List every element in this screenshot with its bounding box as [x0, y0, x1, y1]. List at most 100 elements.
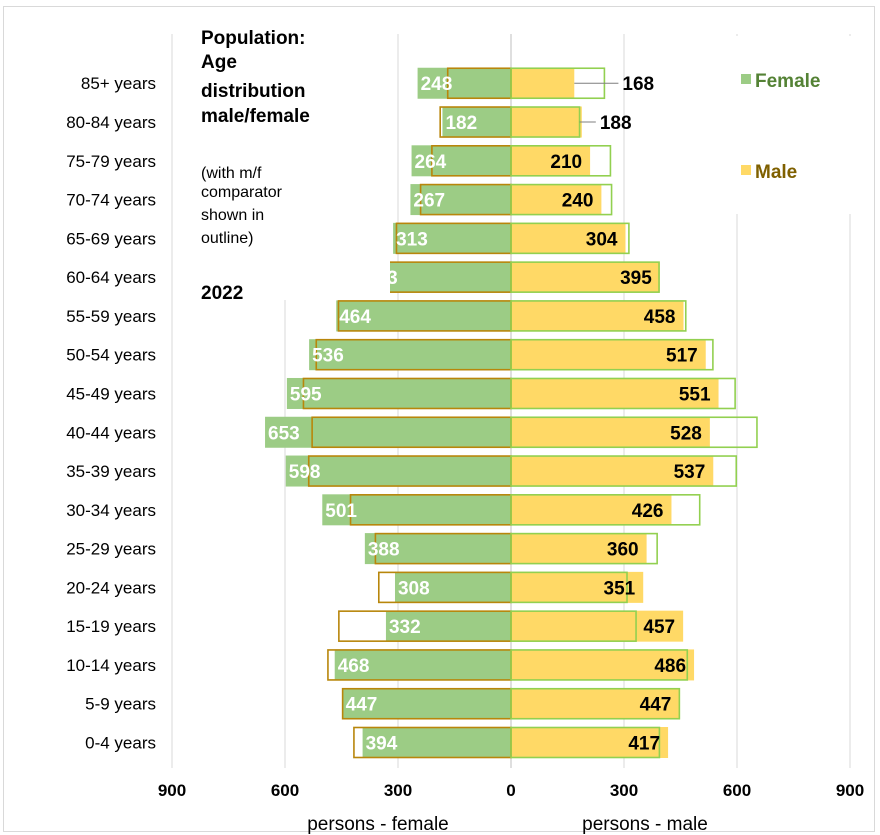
male-bar [511, 416, 710, 448]
female-bar [394, 571, 511, 603]
x-tick-label: 600 [723, 781, 751, 800]
female-comparator-outline [510, 687, 681, 720]
male-data-label: 486 [654, 656, 686, 677]
female-data-label: 313 [396, 229, 428, 250]
male-data-label: 360 [607, 540, 639, 561]
female-data-label: 598 [289, 462, 321, 483]
female-data-label: 388 [368, 540, 400, 561]
male-bar [511, 67, 575, 99]
female-bar [342, 688, 511, 720]
female-comparator-outline [510, 338, 714, 371]
female-data-label: 447 [346, 695, 378, 716]
x-tick-label: 900 [836, 781, 864, 800]
male-data-label: 551 [679, 384, 711, 405]
male-data-label: 210 [550, 152, 582, 173]
x-tick-label: 900 [158, 781, 186, 800]
category-label: 15-19 years [66, 617, 156, 636]
chart-title-line-3: distribution [201, 81, 305, 102]
female-bar [442, 106, 511, 138]
chart-title-line-4: male/female [201, 106, 310, 127]
category-label: 5-9 years [85, 695, 156, 714]
female-bar [265, 416, 511, 448]
male-bar [511, 533, 647, 565]
female-bar [364, 533, 511, 565]
female-bar [362, 727, 511, 758]
female-comparator-outline [510, 416, 758, 449]
chart-frame [3, 6, 875, 832]
female-bar [410, 184, 511, 216]
male-data-label: 240 [562, 191, 594, 212]
male-data-label: 395 [620, 268, 652, 289]
female-comparator-outline [510, 726, 661, 759]
x-tick-label: 300 [610, 781, 638, 800]
female-comparator-outline [510, 300, 687, 332]
male-bar [511, 145, 591, 177]
male-bar [511, 184, 602, 216]
female-data-label: 264 [415, 152, 447, 173]
female-data-label: 464 [339, 307, 371, 328]
female-bar [393, 222, 511, 254]
note-line-3: shown in [201, 207, 264, 224]
male-bar [511, 494, 672, 526]
male-bar [511, 571, 644, 603]
female-bar [309, 339, 511, 371]
category-label: 75-79 years [66, 152, 156, 171]
male-data-label: 426 [632, 501, 664, 522]
male-data-label: 457 [643, 617, 675, 638]
category-label: 65-69 years [66, 229, 156, 248]
x-tick-label: 0 [506, 781, 515, 800]
female-data-label: 332 [389, 617, 421, 638]
female-bar [411, 145, 511, 177]
category-label: 50-54 years [66, 346, 156, 365]
male-data-label: 417 [628, 734, 660, 755]
female-bar [334, 649, 511, 681]
male-bar [511, 610, 684, 642]
male-data-label: 304 [586, 229, 618, 250]
male-data-label: 351 [604, 578, 636, 599]
female-comparator-outline [510, 145, 612, 177]
female-bar [417, 67, 511, 99]
female-bar [322, 494, 511, 526]
legend-male-swatch [741, 165, 751, 175]
female-data-label: 308 [398, 578, 430, 599]
legend-background [715, 36, 863, 214]
female-bar [336, 300, 511, 332]
category-label: 85+ years [81, 74, 156, 93]
female-comparator-outline [510, 532, 658, 565]
male-bar [511, 727, 669, 758]
category-label: 40-44 years [66, 423, 156, 442]
female-data-label: 653 [268, 423, 300, 444]
female-bar [286, 377, 511, 409]
female-data-label: 267 [413, 191, 445, 212]
chart-title-line-1: Population: [201, 28, 305, 49]
male-bar [511, 455, 714, 487]
chart-title-line-2: Age [201, 52, 237, 73]
male-bar [511, 106, 582, 138]
female-data-label: 536 [312, 346, 344, 367]
x-axis-label-female: persons - female [307, 814, 449, 835]
note-line-2: comparator [201, 184, 283, 201]
category-label: 20-24 years [66, 578, 156, 597]
male-bar [511, 222, 626, 254]
category-label: 55-59 years [66, 307, 156, 326]
male-bar [511, 261, 660, 293]
category-label: 10-14 years [66, 656, 156, 675]
female-data-label: 501 [325, 501, 357, 522]
male-bar [511, 649, 695, 681]
female-comparator-outline [510, 183, 613, 216]
category-label: 70-74 years [66, 191, 156, 210]
male-data-label: 188 [600, 113, 632, 134]
female-data-label: 394 [366, 734, 398, 755]
x-tick-label: 300 [384, 781, 412, 800]
x-axis-label-male: persons - male [582, 814, 708, 835]
x-tick-label: 600 [271, 781, 299, 800]
title-box-background [190, 28, 390, 300]
female-comparator-outline [510, 377, 736, 410]
note-line-4: outline) [201, 230, 253, 247]
year-label: 2022 [201, 283, 243, 304]
category-label: 35-39 years [66, 462, 156, 481]
category-label: 25-29 years [66, 540, 156, 559]
female-data-label: 182 [445, 113, 477, 134]
category-label: 45-49 years [66, 384, 156, 403]
male-data-label: 528 [670, 423, 702, 444]
